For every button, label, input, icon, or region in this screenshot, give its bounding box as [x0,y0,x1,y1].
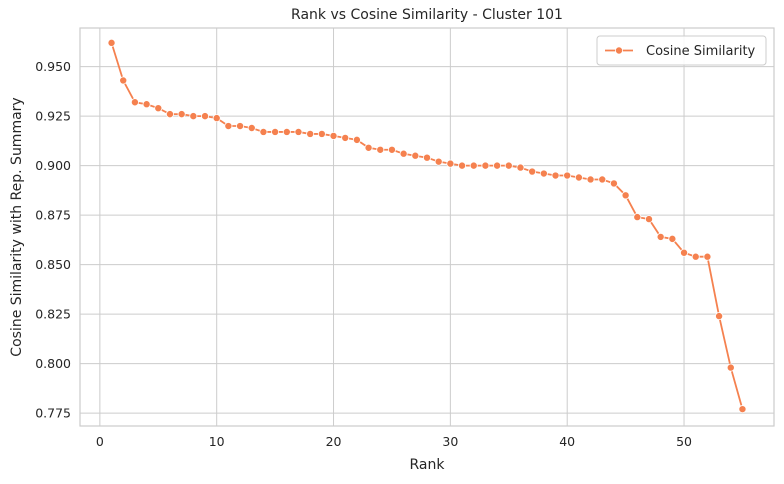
x-tick-label: 0 [96,434,104,449]
data-point [434,157,443,166]
data-point [142,100,151,109]
data-point [563,171,572,180]
data-point [726,363,735,372]
y-tick-label: 0.825 [35,307,71,322]
data-point [422,153,431,162]
y-tick-label: 0.900 [35,158,71,173]
data-point [376,145,385,154]
data-point [633,213,642,222]
data-point [212,114,221,123]
data-point [329,131,338,140]
data-point [504,161,513,170]
data-point [691,252,700,261]
data-point [715,312,724,321]
data-point [656,232,665,241]
y-tick-labels: 0.775 0.800 0.825 0.850 0.875 0.900 0.925 0.950 [35,59,71,421]
data-point [668,234,677,243]
data-point [387,145,396,154]
data-point [177,110,186,119]
data-point [493,161,502,170]
data-point [306,129,315,138]
data-point [598,175,607,184]
data-point [271,127,280,136]
x-tick-label: 10 [209,434,225,449]
y-axis-label: Cosine Similarity with Rep. Summary [9,97,25,356]
data-point [341,133,350,142]
data-point [364,143,373,152]
data-point [259,127,268,136]
y-tick-label: 0.950 [35,59,71,74]
x-tick-label: 20 [326,434,342,449]
data-point [446,159,455,168]
data-point [294,127,303,136]
grid-lines [80,28,774,426]
data-point [574,173,583,182]
x-tick-labels: 0 10 20 30 40 50 [96,434,692,449]
legend-marker [615,46,624,55]
x-axis-label: Rank [410,457,446,473]
data-point [528,167,537,176]
data-point [119,76,128,85]
data-point [154,104,163,113]
y-tick-label: 0.850 [35,257,71,272]
data-point [224,122,233,131]
data-point [165,110,174,119]
plot-frame [79,27,775,427]
y-tick-label: 0.925 [35,109,71,124]
data-point [107,38,116,47]
data-point [469,161,478,170]
data-point [539,169,548,178]
y-tick-label: 0.800 [35,356,71,371]
data-point [680,248,689,257]
data-point [516,163,525,172]
data-point [399,149,408,158]
x-tick-label: 30 [442,434,458,449]
data-point [738,405,747,414]
x-tick-label: 50 [676,434,692,449]
y-tick-label: 0.775 [35,406,71,421]
data-point [201,112,210,121]
legend-entry-label: Cosine Similarity [646,44,756,59]
data-point [317,129,326,138]
data-point [551,171,560,180]
data-point [458,161,467,170]
x-tick-label: 40 [559,434,575,449]
data-point [481,161,490,170]
series-points [107,38,747,414]
chart-title: Rank vs Cosine Similarity - Cluster 101 [291,7,563,23]
data-point [644,215,653,224]
data-point [621,191,630,200]
data-point [130,98,139,107]
legend-box [596,35,767,66]
data-point [411,151,420,160]
data-point [352,135,361,144]
data-point [189,112,198,121]
series-line-cosine-similarity [110,42,744,410]
legend: Cosine Similarity [596,35,767,66]
data-point [236,122,245,131]
data-point [247,123,256,132]
data-point [282,127,291,136]
data-point [703,252,712,261]
y-tick-label: 0.875 [35,208,71,223]
data-point [609,179,618,188]
data-point [586,175,595,184]
